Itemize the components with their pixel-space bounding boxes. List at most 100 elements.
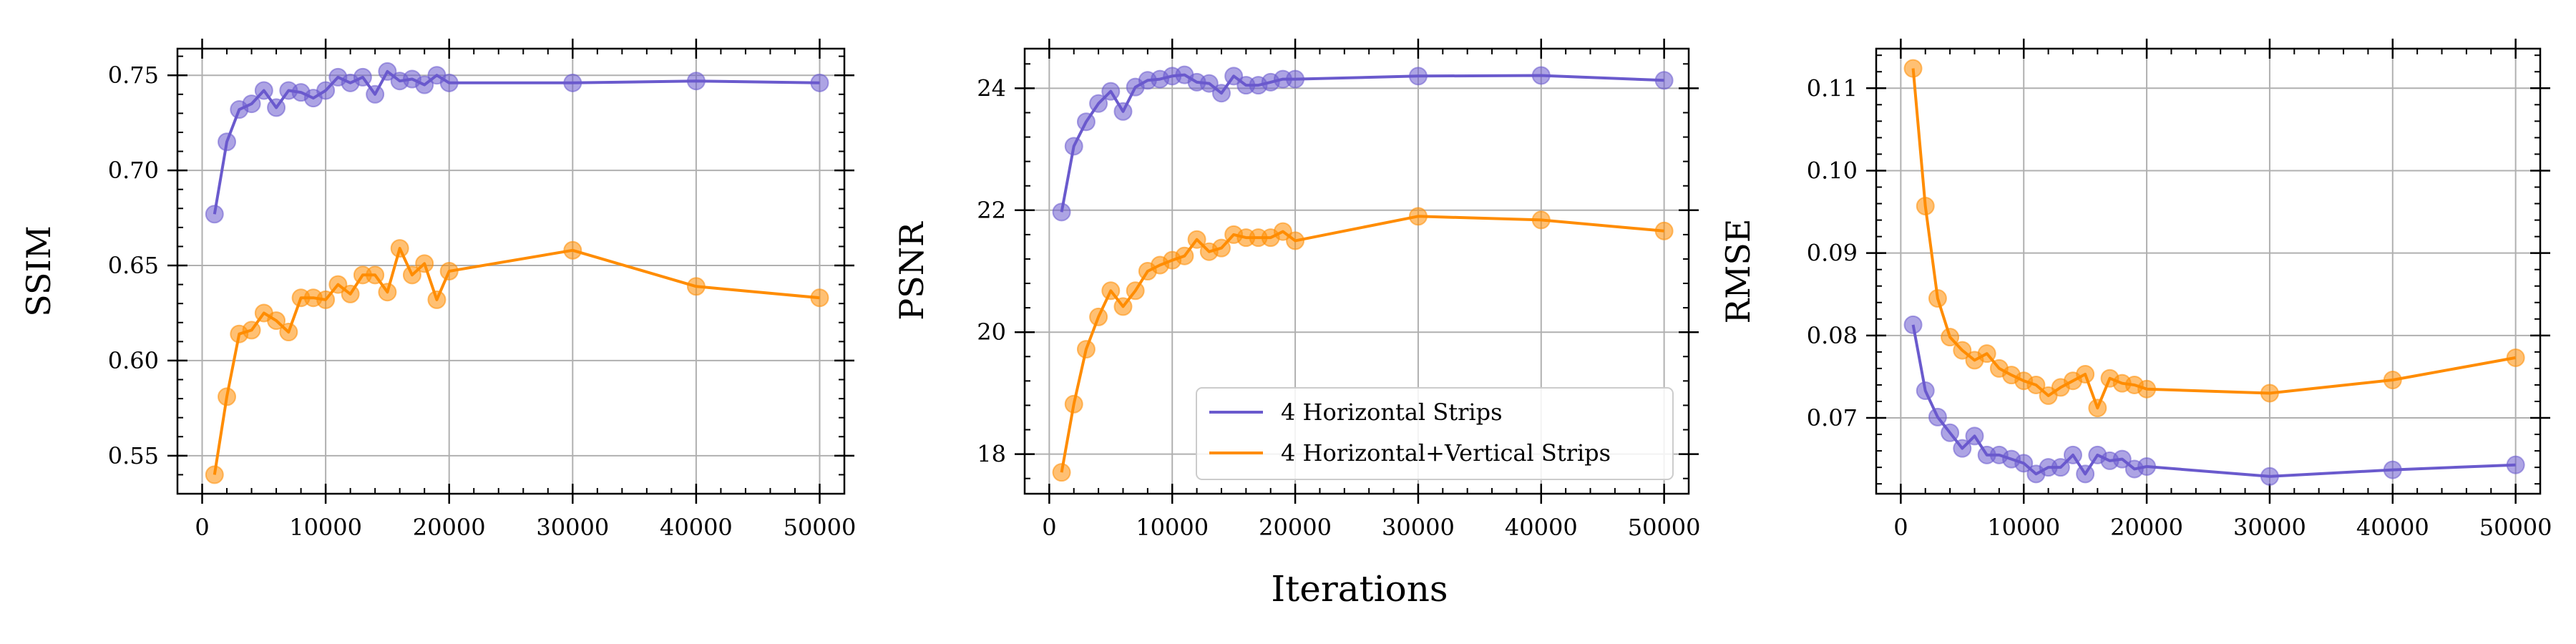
ssim-series-0-point-14	[378, 62, 397, 81]
rmse-x-tick-label-4: 40000	[2356, 514, 2429, 541]
ssim-y-tick-label-1: 0.60	[108, 347, 159, 374]
ssim-series-1-point-21	[686, 277, 706, 296]
psnr-series-1-point-21	[1531, 210, 1551, 230]
rmse-x-tick-label-1: 10000	[1987, 514, 2060, 541]
ssim-x-tick-label-3: 30000	[536, 514, 609, 541]
ssim-series-0-point-1	[218, 132, 237, 152]
psnr-y-tick-label-1: 20	[977, 318, 1006, 346]
rmse-series-1-point-19	[2137, 379, 2157, 399]
rmse-series-0-point-0	[1903, 315, 1923, 334]
ssim-x-tick-label-4: 40000	[660, 514, 733, 541]
legend-label-horizontal-vertical: 4 Horizontal+Vertical Strips	[1281, 439, 1611, 467]
rmse-series-0-point-4	[1953, 439, 1972, 458]
ssim-series-1-point-1	[218, 387, 237, 406]
ssim-series-0-point-5	[267, 98, 286, 117]
ssim-series-1-point-6	[279, 323, 298, 342]
psnr-series-1-point-3	[1089, 307, 1108, 326]
psnr-series-1-point-18	[1273, 222, 1292, 241]
ssim-series-1-point-19	[439, 262, 459, 280]
rmse-series-0-point-19	[2137, 457, 2157, 476]
rmse-series-0-point-20	[2260, 467, 2279, 486]
rmse-series-1-point-21	[2383, 371, 2402, 390]
rmse-series-0-point-2	[1928, 407, 1947, 426]
rmse-series-1-point-20	[2260, 384, 2279, 403]
ssim-y-tick-label-3: 0.70	[108, 157, 159, 184]
shared-x-axis-label: Iterations	[1271, 568, 1448, 610]
ssim-series-1-point-9	[316, 290, 336, 309]
rmse-axes-frame	[1875, 47, 2542, 495]
psnr-series-0-point-5	[1113, 102, 1133, 121]
psnr-y-tick-label-2: 22	[977, 197, 1006, 224]
psnr-x-tick-label-3: 30000	[1382, 514, 1455, 541]
ssim-series-1-point-3	[242, 321, 261, 340]
psnr-series-0-point-3	[1089, 94, 1108, 113]
rmse-series-0-point-13	[2063, 445, 2082, 464]
psnr-y-tick-label-0: 18	[977, 441, 1006, 468]
psnr-y-tick-label-3: 24	[977, 74, 1006, 102]
ssim-series-1-point-20	[563, 240, 582, 260]
rmse-x-tick-label-2: 20000	[2110, 514, 2183, 541]
psnr-series-1-point-10	[1175, 246, 1194, 265]
rmse-series-0-point-12	[2051, 458, 2070, 477]
psnr-series-1-point-20	[1408, 207, 1428, 226]
psnr-series-0-point-1	[1064, 137, 1083, 156]
ssim-y-tick-label-4: 0.75	[108, 62, 159, 89]
rmse-series-1-point-2	[1928, 289, 1947, 308]
ssim-series-0-point-17	[415, 75, 434, 94]
psnr-x-tick-label-1: 10000	[1136, 514, 1209, 541]
ssim-series-1-point-15	[390, 239, 409, 258]
ssim-series-0-point-9	[316, 81, 336, 100]
ssim-series-1-point-10	[328, 275, 348, 294]
ssim-series-0-point-19	[439, 73, 459, 92]
ssim-series-1-point-17	[415, 254, 434, 273]
ssim-series-line-1	[213, 247, 820, 475]
rmse-series-1-point-15	[2088, 399, 2107, 418]
rmse-series-1-point-1	[1916, 197, 1935, 216]
rmse-series-0-point-14	[2076, 464, 2095, 484]
ssim-series-0-point-20	[563, 73, 582, 92]
ssim-series-0-point-21	[686, 72, 706, 91]
psnr-series-1-point-2	[1076, 340, 1096, 359]
ssim-series-0-point-13	[366, 84, 385, 104]
rmse-series-1-point-22	[2506, 348, 2525, 367]
legend-frame	[1196, 387, 1674, 480]
ssim-series-0-point-22	[810, 73, 829, 92]
psnr-series-1-point-5	[1113, 297, 1133, 316]
psnr-series-0-point-13	[1211, 84, 1231, 103]
rmse-y-tick-label-2: 0.09	[1807, 240, 1858, 267]
ssim-series-1-point-16	[402, 265, 421, 285]
rmse-series-0-point-1	[1916, 381, 1935, 401]
rmse-x-tick-label-3: 30000	[2233, 514, 2306, 541]
rmse-series-1-point-3	[1941, 328, 1960, 347]
ssim-x-tick-label-0: 0	[195, 514, 209, 541]
rmse-series-0-point-5	[1965, 426, 1984, 446]
psnr-series-0-point-12	[1199, 74, 1219, 93]
psnr-x-tick-label-5: 50000	[1628, 514, 1701, 541]
psnr-series-0-point-0	[1052, 203, 1071, 222]
rmse-x-tick-label-5: 50000	[2479, 514, 2552, 541]
psnr-series-0-point-21	[1531, 66, 1551, 85]
ssim-series-1-point-13	[366, 265, 385, 285]
ssim-x-tick-label-2: 20000	[413, 514, 486, 541]
psnr-series-0-point-22	[1654, 71, 1674, 90]
psnr-series-1-point-1	[1064, 394, 1083, 414]
rmse-y-axis-label: RMSE	[1719, 219, 1757, 324]
ssim-axes-frame	[176, 47, 846, 495]
ssim-x-tick-label-5: 50000	[784, 514, 857, 541]
rmse-series-1-point-4	[1953, 341, 1972, 360]
ssim-series-0-point-0	[205, 205, 224, 224]
psnr-series-1-point-11	[1187, 230, 1206, 249]
rmse-series-1-point-10	[2026, 375, 2046, 394]
rmse-series-1-point-6	[1977, 344, 1996, 364]
psnr-series-0-point-2	[1076, 112, 1096, 132]
rmse-y-tick-label-0: 0.07	[1807, 404, 1858, 431]
psnr-x-tick-label-2: 20000	[1259, 514, 1332, 541]
rmse-series-0-point-9	[2014, 454, 2034, 473]
rmse-series-0-point-22	[2506, 455, 2525, 474]
psnr-series-line-0	[1060, 73, 1664, 213]
legend: 4 Horizontal Strips 4 Horizontal+Vertica…	[1196, 387, 1674, 480]
rmse-series-0-point-21	[2383, 460, 2402, 479]
psnr-x-tick-label-0: 0	[1042, 514, 1056, 541]
psnr-series-0-point-4	[1101, 82, 1121, 101]
psnr-series-1-point-13	[1211, 238, 1231, 258]
